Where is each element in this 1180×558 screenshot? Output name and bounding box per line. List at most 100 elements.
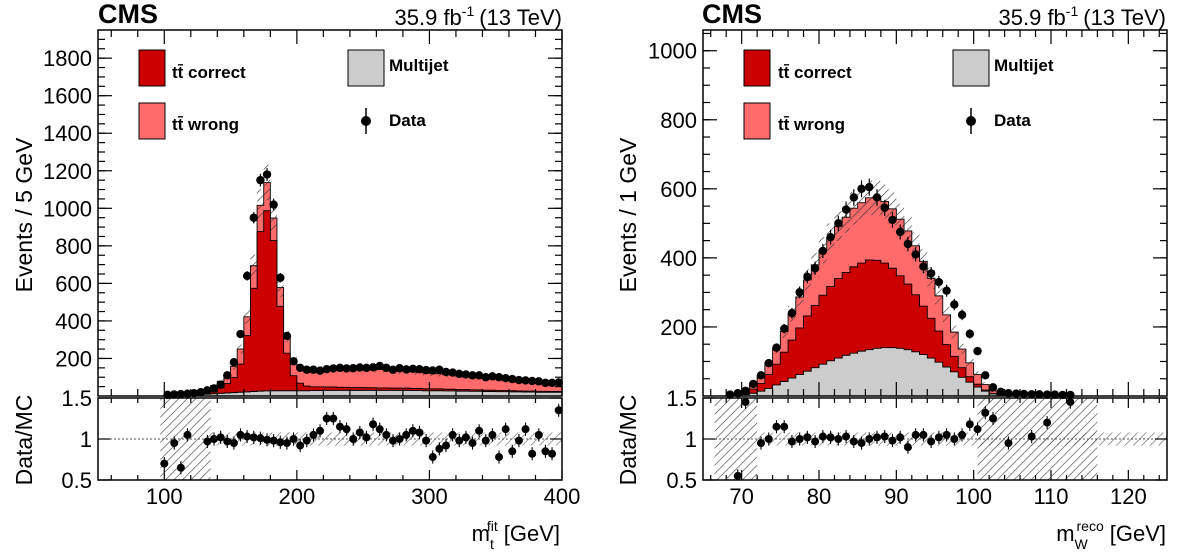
left-ratio-point [289,435,298,443]
right-data-point [1066,390,1075,400]
right-lumi-sup: -1 [1066,3,1079,19]
left-data-point [547,378,557,388]
right-data-point [1027,390,1036,399]
right-ratio-point [873,433,881,442]
left-data-point [375,361,384,371]
right-ratio-point [911,430,920,439]
right-ratio-point [741,398,750,407]
left-y-tick-label: 1400 [43,121,92,146]
right-ratio-y-axis-label: Data/MC [615,395,641,486]
right-data-point [741,386,750,396]
right-ratio-point [1004,439,1013,448]
left-ratio-point [422,436,431,445]
left-data-point [402,365,411,374]
left-y-tick-label: 1000 [43,196,92,221]
right-data-point [996,387,1005,397]
right-data-point [803,272,812,282]
left-ratio-point [210,435,218,443]
right-data-point [988,383,998,392]
right-y-axis-label: Events / 1 GeV [615,137,641,292]
left-legend-data-marker [361,116,371,126]
left-y-tick-label: 1600 [43,84,92,109]
left-data-point [441,367,451,377]
right-data-point [942,286,951,295]
left-data-point [474,371,484,380]
left-data-point [527,376,537,386]
left-ratio-point [216,433,225,442]
right-data-point [857,184,866,194]
left-ratio-point [508,447,517,456]
right-ratio-point [973,425,982,434]
left-data-point [315,366,325,375]
left-ratio-point [521,425,530,434]
right-data-point [749,379,758,389]
left-data-point [428,366,437,375]
right-ratio-point [958,430,967,439]
left-ratio-point [415,428,424,437]
right-data-point [957,310,967,320]
left-legend-swatch-multijet [347,49,385,87]
left-y-tick-label: 400 [55,309,92,334]
left-ratio-point [408,426,417,435]
right-ratio-point [896,433,905,442]
right-ratio-point [795,435,804,443]
right-ratio-y-tick-label: 1 [685,427,697,452]
left-ratio-point [388,436,397,445]
right-ratio-point [934,433,943,442]
left-ratio-point [528,449,537,458]
left-legend-swatch-tt-wrong [138,102,166,140]
right-xlabel-sub: W [1075,536,1089,552]
right-data-point [981,371,990,380]
left-data-point [488,372,497,381]
left-data-point [236,329,245,339]
right-data-point [810,264,820,273]
left-ratio-point [541,447,550,456]
right-main-frame [702,29,1168,397]
right-data-point [919,262,928,271]
right-ratio-point [787,437,796,446]
left-data-point [521,376,530,385]
left-x-tick-label: 400 [544,484,581,509]
left-ratio-point [514,436,523,445]
right-main-plot: 200 400 600 800 1000 [648,30,1167,400]
right-ratio-point [965,420,974,429]
right-x-tick-label: 120 [1110,484,1147,509]
left-ratio-point [322,414,331,423]
right-data-point [764,358,773,368]
right-legend-swatch-tt-correct [743,49,771,87]
left-ratio-plot: 100 200 300 400 0.5 1 1.5 [61,386,580,509]
right-y-tick-label: 1000 [648,39,697,64]
right-ratio-point [1043,418,1052,427]
right-data-point [888,215,897,225]
left-ratio-point [276,438,285,447]
right-y-tick-label: 600 [660,177,697,202]
right-y-tick-label: 200 [660,315,697,340]
left-x-tick-label: 200 [278,484,315,509]
left-data-point [421,365,431,375]
left-ratio-point [349,435,358,443]
left-y-tick-label: 600 [55,271,92,296]
left-main-frame [97,29,563,397]
left-ratio-point [375,425,384,434]
right-legend-multijet: Multijet [994,56,1054,75]
right-data-point [950,300,959,309]
left-data-point [494,373,504,382]
right-ratio-point [1066,398,1075,407]
left-data-point [289,357,298,366]
left-ratio-point [236,430,245,439]
left-ratio-y-tick-label: 0.5 [61,468,92,493]
left-data-point [269,200,278,209]
left-data-point [362,363,371,373]
left-ratio-point [554,406,563,415]
left-ratio-point [282,439,291,448]
right-x-tick-label: 90 [884,484,908,509]
right-ratio-point [950,435,959,443]
left-data-point [216,380,225,389]
right-data-point [880,203,889,213]
left-data-point [388,365,398,374]
right-data-point [926,269,936,278]
right-ratio-point [849,437,858,446]
right-legend-data: Data [994,111,1031,130]
right-xlabel-unit: [GeV] [1110,521,1166,546]
left-data-point [295,363,305,373]
